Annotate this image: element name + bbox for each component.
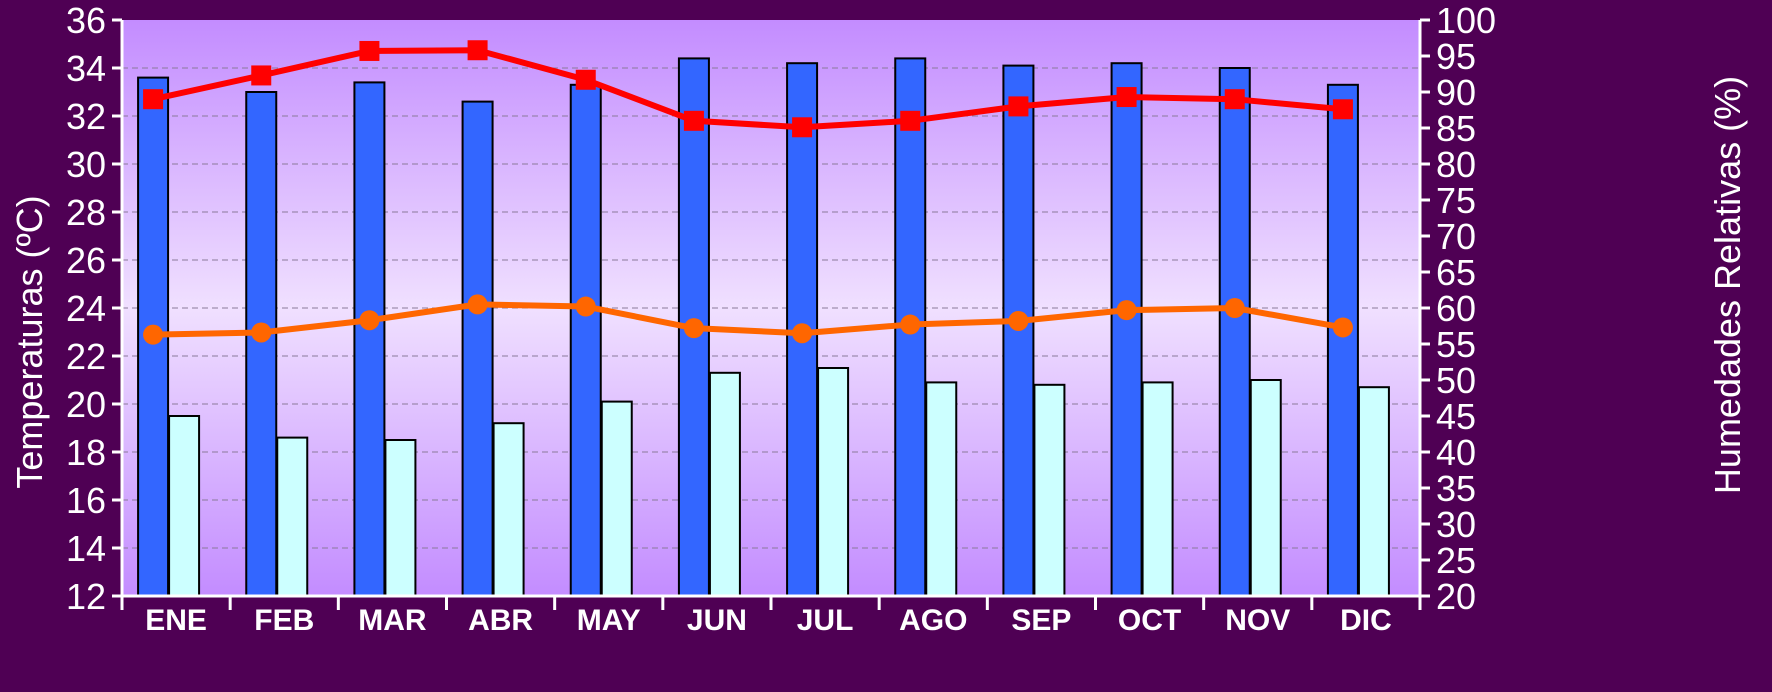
- y-tick-label-left: 18: [66, 432, 106, 473]
- y-tick-label-right: 60: [1436, 288, 1476, 329]
- bar: [1249, 379, 1282, 597]
- bar: [168, 415, 201, 597]
- x-tick-label: NOV: [1225, 604, 1290, 637]
- x-tick-label: OCT: [1118, 604, 1181, 637]
- data-point-marker: [1116, 300, 1137, 321]
- y-tick-label-right: 95: [1436, 36, 1476, 77]
- x-tick-label: ENE: [145, 604, 207, 637]
- x-tick-label: MAY: [577, 604, 641, 637]
- data-point-marker: [683, 318, 704, 339]
- y-tick-label-left: 20: [66, 384, 106, 425]
- data-point-marker: [1116, 87, 1137, 108]
- x-tick-label: AGO: [899, 604, 967, 637]
- data-point-marker: [359, 40, 380, 61]
- labels: 1214161820222426283032343620253035404550…: [66, 0, 1496, 637]
- data-point-marker: [792, 323, 813, 344]
- y-tick-label-right: 55: [1436, 324, 1476, 365]
- bar: [276, 436, 309, 597]
- y-tick-label-right: 30: [1436, 504, 1476, 545]
- y-tick-label-left: 34: [66, 48, 106, 89]
- data-point-marker: [1008, 310, 1029, 331]
- y-tick-label-right: 80: [1436, 144, 1476, 185]
- bar: [600, 400, 633, 597]
- bar: [569, 83, 602, 598]
- y-tick-label-left: 14: [66, 528, 106, 569]
- data-point-marker: [792, 117, 813, 138]
- lines: [143, 40, 1353, 345]
- y-tick-label-right: 75: [1436, 180, 1476, 221]
- bar: [1357, 386, 1390, 598]
- bar: [1141, 381, 1174, 597]
- data-point-marker: [143, 324, 164, 345]
- bar: [492, 422, 525, 598]
- data-point-marker: [900, 110, 921, 131]
- bar: [384, 439, 417, 597]
- data-point-marker: [1332, 99, 1353, 120]
- y-tick-label-left: 24: [66, 288, 106, 329]
- y-tick-label-left: 12: [66, 576, 106, 617]
- y-tick-label-left: 26: [66, 240, 106, 281]
- bar: [1218, 67, 1251, 597]
- x-tick-label: JUL: [797, 604, 854, 637]
- bar: [1110, 62, 1143, 597]
- x-tick-label: FEB: [254, 604, 314, 637]
- y-tick-label-left: 22: [66, 336, 106, 377]
- bars: [137, 57, 1390, 598]
- y-axis-left-title: Temperaturas (ºC): [9, 195, 50, 488]
- x-tick-label: ABR: [468, 604, 533, 637]
- y-tick-label-left: 36: [66, 0, 106, 41]
- bar: [925, 381, 958, 597]
- y-tick-label-right: 100: [1436, 0, 1496, 41]
- bar: [708, 371, 741, 597]
- y-tick-label-right: 70: [1436, 216, 1476, 257]
- bar: [245, 91, 278, 597]
- bar: [1033, 383, 1066, 597]
- y-tick-label-right: 20: [1436, 576, 1476, 617]
- y-tick-label-right: 50: [1436, 360, 1476, 401]
- data-point-marker: [1008, 96, 1029, 117]
- series-line: [152, 47, 1344, 131]
- x-tick-label: MAR: [358, 604, 427, 637]
- data-point-marker: [467, 294, 488, 315]
- data-point-marker: [251, 65, 272, 86]
- bar: [461, 100, 494, 597]
- y-tick-label-right: 45: [1436, 396, 1476, 437]
- data-point-marker: [1224, 89, 1245, 110]
- axes: [112, 18, 1430, 610]
- y-tick-label-right: 85: [1436, 108, 1476, 149]
- x-tick-label: JUN: [687, 604, 747, 637]
- y-tick-label-right: 65: [1436, 252, 1476, 293]
- x-tick-label: SEP: [1011, 604, 1071, 637]
- bar: [1326, 83, 1359, 598]
- y-tick-label-left: 30: [66, 144, 106, 185]
- y-tick-label-right: 35: [1436, 468, 1476, 509]
- y-tick-label-left: 16: [66, 480, 106, 521]
- bar: [817, 367, 850, 597]
- data-point-marker: [1332, 317, 1353, 338]
- data-point-marker: [575, 296, 596, 317]
- y-tick-label-left: 28: [66, 192, 106, 233]
- y-tick-label-left: 32: [66, 96, 106, 137]
- data-point-marker: [143, 89, 164, 110]
- bar: [353, 81, 386, 597]
- y-tick-label-right: 90: [1436, 72, 1476, 113]
- y-axis-right-title: Humedades Relativas (%): [1707, 76, 1748, 494]
- data-point-marker: [683, 110, 704, 131]
- data-point-marker: [251, 322, 272, 343]
- data-point-marker: [467, 40, 488, 61]
- y-tick-label-right: 25: [1436, 540, 1476, 581]
- x-tick-label: DIC: [1340, 604, 1392, 637]
- data-point-marker: [359, 310, 380, 331]
- data-point-marker: [900, 314, 921, 335]
- y-tick-label-right: 40: [1436, 432, 1476, 473]
- data-point-marker: [575, 69, 596, 90]
- data-point-marker: [1224, 298, 1245, 318]
- series-line: [153, 301, 1344, 338]
- gridlines: [122, 67, 1420, 549]
